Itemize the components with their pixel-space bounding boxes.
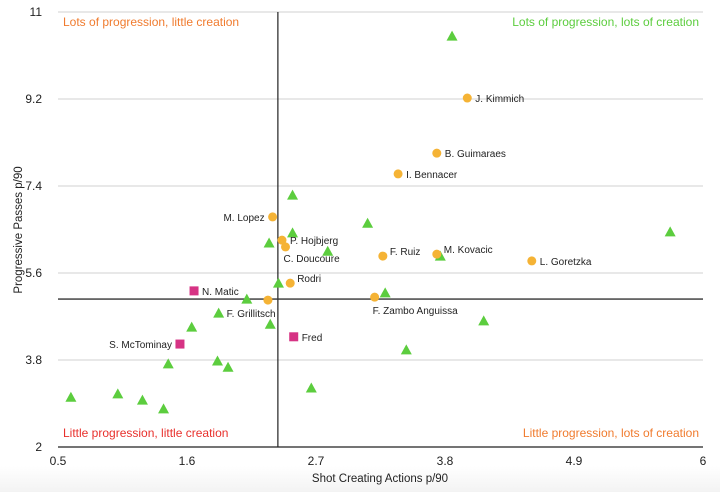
circle-point <box>285 278 295 288</box>
circle-point <box>432 148 442 158</box>
data-points <box>65 30 676 414</box>
triangle-point <box>322 245 334 256</box>
reference-lines <box>58 12 703 447</box>
triangle-point <box>379 287 391 298</box>
circle-point <box>462 93 472 103</box>
x-tick-label: 1.6 <box>179 454 196 468</box>
x-tick-label: 6 <box>700 454 707 468</box>
point-label: Fred <box>302 333 323 344</box>
point-label: L. Goretzka <box>540 257 592 268</box>
axes: 2 3.8 5.6 7.4 9.2 11 0.5 1.6 2.7 3.8 4.9 6 <box>25 5 706 468</box>
quadrant-label-top-left: Lots of progression, little creation <box>63 15 239 29</box>
y-tick-label: 11 <box>30 5 43 19</box>
point-labels: F. Grillitsch J. Kimmich B. Guimaraes I. Be… <box>109 94 592 351</box>
x-tick-label: 4.9 <box>566 454 583 468</box>
y-tick-label: 2 <box>35 440 42 454</box>
triangle-point <box>213 307 225 318</box>
point-label: B. Guimaraes <box>445 149 506 160</box>
triangle-point <box>241 293 253 304</box>
point-label: Rodri <box>297 274 321 285</box>
point-label: M. Kovacic <box>444 245 493 256</box>
triangle-point <box>305 382 317 393</box>
triangle-point <box>362 217 374 228</box>
triangle-point <box>272 277 284 288</box>
circle-point <box>393 169 403 179</box>
square-point <box>289 332 299 342</box>
triangle-point <box>287 189 299 200</box>
triangle-point <box>211 355 223 366</box>
quadrant-label-bottom-right: Little progression, lots of creation <box>523 426 699 440</box>
y-tick-label: 3.8 <box>25 353 42 367</box>
circle-point <box>281 242 291 252</box>
circle-point <box>268 212 278 222</box>
triangle-point <box>162 358 174 369</box>
square-point <box>175 339 185 349</box>
x-tick-label: 0.5 <box>50 454 67 468</box>
triangle-point <box>222 361 234 372</box>
point-label: F. Ruiz <box>390 247 421 258</box>
point-label: I. Bennacer <box>406 170 458 181</box>
circle-point <box>263 295 273 305</box>
y-tick-label: 7.4 <box>25 179 42 193</box>
x-axis-title: Shot Creating Actions p/90 <box>312 473 448 485</box>
triangle-point <box>136 394 148 405</box>
circle-point <box>527 256 537 266</box>
quadrant-label-bottom-left: Little progression, little creation <box>63 426 228 440</box>
point-label: N. Matic <box>202 287 239 298</box>
triangle-point <box>65 391 77 402</box>
triangle-point <box>287 227 299 238</box>
point-label: M. Lopez <box>223 213 264 224</box>
circle-point <box>378 251 388 261</box>
gridlines <box>58 11 703 361</box>
triangle-point <box>186 321 198 332</box>
point-label: S. McTominay <box>109 340 172 351</box>
point-label: F. Grillitsch <box>227 309 276 320</box>
triangle-point <box>158 403 170 414</box>
triangle-point <box>400 344 412 355</box>
quadrant-label-top-right: Lots of progression, lots of creation <box>512 15 699 29</box>
triangle-point <box>263 237 275 248</box>
point-label: J. Kimmich <box>475 94 524 105</box>
triangle-point <box>664 226 676 237</box>
circle-point <box>432 249 442 259</box>
point-label: C. Doucoure <box>284 254 341 265</box>
y-tick-label: 9.2 <box>25 92 42 106</box>
y-axis-title: Progressive Passes p/90 <box>13 166 25 293</box>
y-tick-label: 5.6 <box>25 266 42 280</box>
triangle-point <box>478 315 490 326</box>
square-point <box>189 286 199 296</box>
triangle-point <box>112 388 124 399</box>
triangle-point <box>264 318 276 329</box>
point-label: P. Hojbjerg <box>290 236 338 247</box>
quadrant-labels: Lots of progression, little creation Lots… <box>63 15 699 440</box>
x-tick-label: 3.8 <box>437 454 454 468</box>
circle-point <box>370 292 380 302</box>
x-tick-label: 2.7 <box>308 454 325 468</box>
point-label: F. Zambo Anguissa <box>373 306 458 317</box>
circle-point <box>277 235 287 245</box>
triangle-point <box>446 30 458 41</box>
